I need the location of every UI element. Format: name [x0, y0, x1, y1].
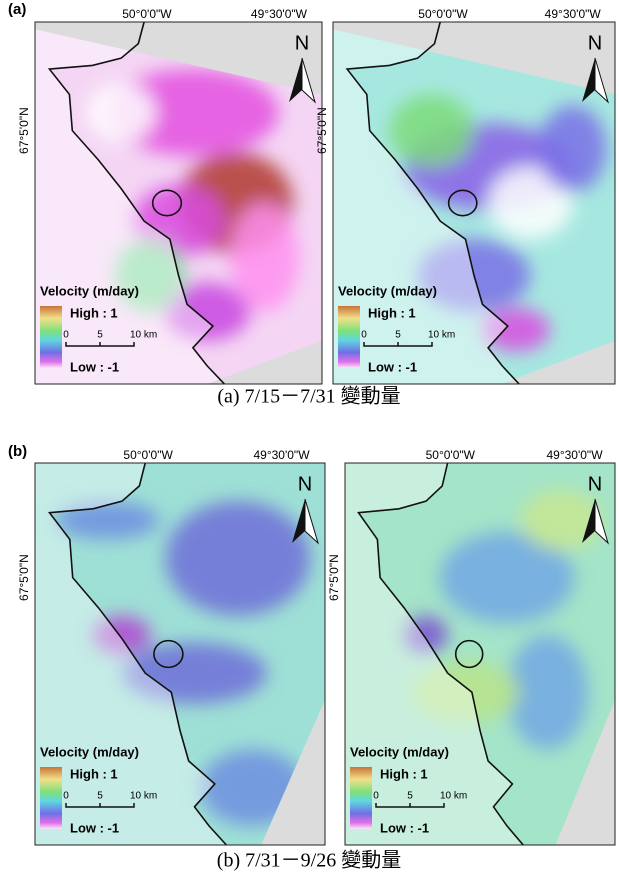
scale-label: 10 km [130, 330, 157, 341]
scale-label: 0 [373, 791, 379, 802]
legend-high: High : 1 [70, 305, 118, 320]
legend-ramp [338, 306, 360, 368]
velocity-blob [230, 203, 299, 312]
lon-label: 49°30'0"W [253, 448, 310, 462]
north-label: N [588, 473, 602, 495]
lon-label: 49°30'0"W [546, 448, 603, 462]
lat-label: 67°5'0"N [315, 107, 329, 154]
legend-title: Velocity (m/day) [338, 283, 437, 298]
legend-high: High : 1 [368, 305, 416, 320]
legend-ramp [40, 306, 62, 368]
north-label: N [295, 32, 309, 54]
velocity-blob [87, 84, 156, 142]
legend-high: High : 1 [70, 766, 118, 781]
legend-title: Velocity (m/day) [350, 744, 449, 759]
scale-label: 0 [361, 330, 367, 341]
scale-label: 5 [407, 791, 413, 802]
legend-ramp [350, 767, 372, 829]
caption: (a) 7/15－7/31 變動量 [217, 385, 400, 408]
legend-title: Velocity (m/day) [40, 744, 139, 759]
legend-low: Low : -1 [70, 820, 119, 835]
lon-label: 50°0'0"W [418, 7, 468, 21]
scale-label: 10 km [130, 791, 157, 802]
scale-label: 10 km [428, 330, 455, 341]
legend-low: Low : -1 [368, 359, 417, 374]
scale-label: 5 [97, 791, 103, 802]
figure: (a) (a) 7/15－7/31 變動量 (b) (b) 7/31－9/26 … [0, 0, 619, 879]
map: 50°0'0"W 49°30'0"W 67°5'0"N N Velocity (m/da… [315, 7, 615, 384]
scale-label: 10 km [440, 791, 467, 802]
velocity-field [35, 463, 325, 845]
panel-label: (a) [8, 1, 26, 18]
legend-high: High : 1 [380, 766, 428, 781]
legend-title: Velocity (m/day) [40, 283, 139, 298]
lat-label: 67°5'0"N [327, 554, 341, 601]
scale-label: 5 [395, 330, 401, 341]
lon-label: 50°0'0"W [426, 448, 476, 462]
velocity-field [345, 463, 615, 845]
lon-label: 50°0'0"W [123, 448, 173, 462]
lon-label: 50°0'0"W [122, 7, 172, 21]
lon-label: 49°30'0"W [251, 7, 308, 21]
velocity-blob [166, 501, 311, 616]
map: 50°0'0"W 49°30'0"W 67°5'0"N N Velocity (m/da… [327, 448, 615, 845]
panel-label: (b) [8, 443, 27, 460]
velocity-blob [539, 105, 607, 192]
scale-label: 0 [63, 791, 69, 802]
legend-ramp [40, 767, 62, 829]
legend-low: Low : -1 [380, 820, 429, 835]
scale-label: 5 [97, 330, 103, 341]
lat-label: 67°5'0"N [17, 554, 31, 601]
north-label: N [588, 32, 602, 54]
velocity-blob [389, 94, 474, 166]
north-label: N [298, 473, 312, 495]
lon-label: 49°30'0"W [545, 7, 602, 21]
caption: (b) 7/31－9/26 變動量 [217, 849, 401, 872]
scale-label: 0 [63, 330, 69, 341]
map: 50°0'0"W 49°30'0"W 67°5'0"N N Velocity (m/da… [17, 448, 325, 845]
legend-low: Low : -1 [70, 359, 119, 374]
lat-label: 67°5'0"N [17, 107, 31, 154]
map: 50°0'0"W 49°30'0"W 67°5'0"N N Velocity (m/da… [17, 7, 322, 384]
